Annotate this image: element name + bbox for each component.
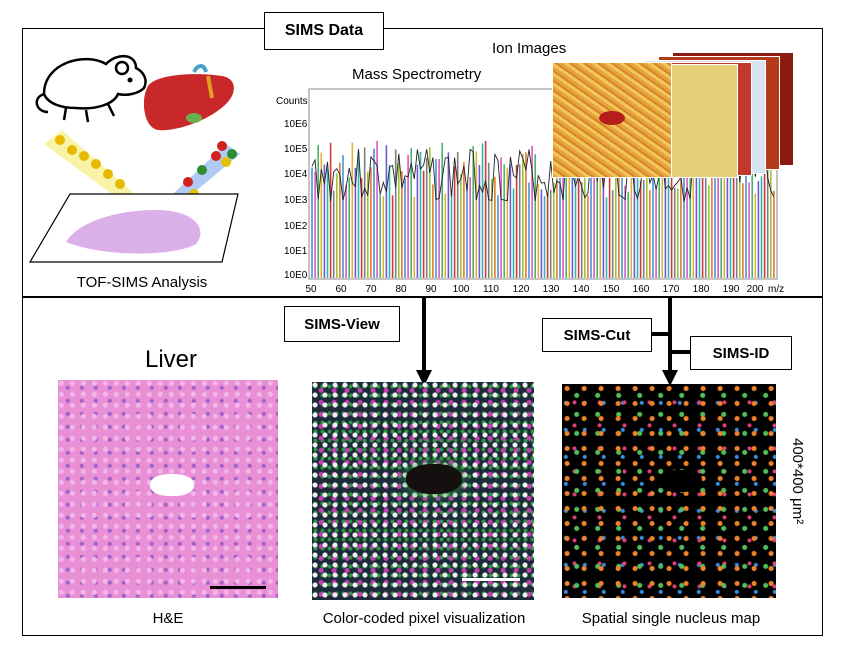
x-tick: 70 <box>365 284 377 295</box>
nucleus-map-image <box>562 384 776 598</box>
y-tick: 10E6 <box>284 119 308 130</box>
cut-arrow-head <box>662 370 678 386</box>
y-tick: 10E4 <box>284 169 308 180</box>
he-caption: H&E <box>152 610 184 627</box>
mass-spec-title: Mass Spectrometry <box>352 66 482 83</box>
x-tick: 80 <box>395 284 407 295</box>
color-scale-bar <box>462 578 520 581</box>
x-tick: 170 <box>662 284 680 295</box>
sims-id-label: SIMS-ID <box>690 336 792 370</box>
ion-image-vessel <box>599 111 625 125</box>
x-tick: 130 <box>542 284 560 295</box>
he-stain-image <box>58 380 278 598</box>
x-tick: 180 <box>692 284 710 295</box>
x-tick: 50 <box>305 284 317 295</box>
sims-data-label: SIMS Data <box>264 12 384 50</box>
he-scale-bar <box>210 586 266 589</box>
liver-title: Liver <box>145 346 198 373</box>
color-vessel <box>406 464 462 494</box>
liver-icon <box>143 64 234 131</box>
nucleus-caption: Spatial single nucleus map <box>581 610 761 627</box>
y-tick: 10E0 <box>284 270 308 281</box>
x-tick: 160 <box>632 284 650 295</box>
y-tick: 10E3 <box>284 195 308 206</box>
x-tick: 200 <box>746 284 764 295</box>
primary-ion-beam <box>55 135 125 189</box>
size-label: 400*400 μm² <box>789 438 806 525</box>
ion-image-stack <box>552 48 802 178</box>
sims-view-label: SIMS-View <box>284 306 400 342</box>
x-tick: 100 <box>452 284 470 295</box>
view-arrow-head <box>416 370 432 386</box>
x-tick: 120 <box>512 284 530 295</box>
ion-image-front <box>552 62 672 178</box>
tof-sims-illustration <box>28 55 240 263</box>
y-tick: 10E1 <box>284 246 308 257</box>
tof-sims-caption: TOF-SIMS Analysis <box>76 274 208 291</box>
ion-images-title: Ion Images <box>492 40 567 57</box>
color-coded-image <box>312 382 534 600</box>
mouse-icon <box>35 55 147 123</box>
y-axis-title: Counts <box>276 96 308 107</box>
color-caption: Color-coded pixel visualization <box>322 610 526 627</box>
y-tick: 10E2 <box>284 221 308 232</box>
x-unit: m/z <box>768 284 785 295</box>
he-vessel <box>150 474 194 496</box>
x-tick: 140 <box>572 284 590 295</box>
x-tick: 60 <box>335 284 347 295</box>
x-tick: 110 <box>483 284 499 295</box>
sims-cut-label: SIMS-Cut <box>542 318 652 352</box>
nucleus-vessel <box>658 470 702 492</box>
bottom-panel-frame <box>22 296 823 636</box>
top-panel-frame <box>22 28 823 298</box>
y-tick: 10E5 <box>284 144 308 155</box>
x-tick: 90 <box>425 284 437 295</box>
x-tick: 150 <box>602 284 620 295</box>
x-tick: 190 <box>722 284 740 295</box>
